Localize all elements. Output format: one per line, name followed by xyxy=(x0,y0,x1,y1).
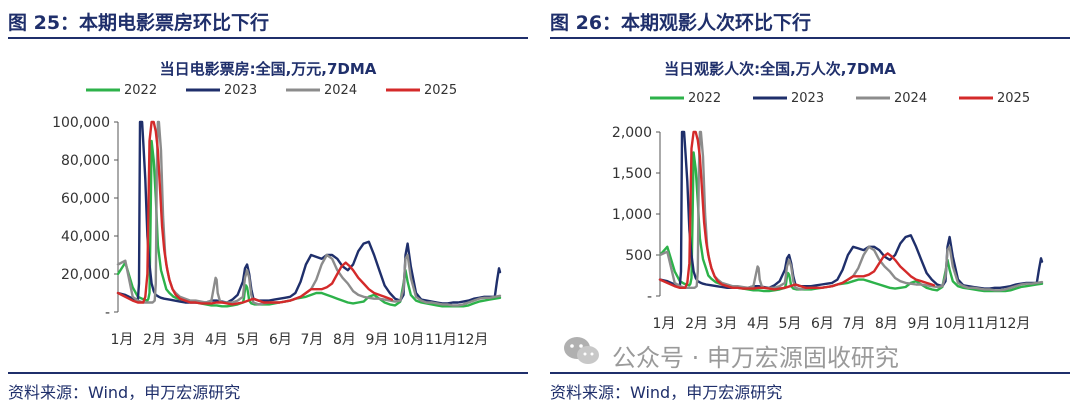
chart-title: 当日电影票房:全国,万元,7DMA xyxy=(160,60,377,78)
x-tick-label: 11月 xyxy=(425,332,457,348)
y-tick-label: 2,000 xyxy=(612,125,652,141)
source-rule xyxy=(8,372,528,374)
x-tick-label: 1月 xyxy=(653,316,676,332)
y-tick-label: 20,000 xyxy=(61,267,110,283)
source-note: 资料来源：Wind，申万宏源研究 xyxy=(550,383,783,402)
x-tick-label: 3月 xyxy=(714,316,737,332)
figure-panel-admissions: 图 26：本期观影人次环比下行 当日观影人次:全国,万人次,7DMA 2022 20… xyxy=(550,0,1070,405)
y-tick-label: 1,000 xyxy=(612,207,652,223)
x-tick-label: 12月 xyxy=(999,316,1031,332)
series-line-2022 xyxy=(116,139,502,308)
x-tick-label: 3月 xyxy=(172,332,195,348)
y-tick-label: - xyxy=(647,289,652,305)
legend-label-2023: 2023 xyxy=(791,91,824,106)
x-tick-label: 9月 xyxy=(908,316,931,332)
x-tick-label: 8月 xyxy=(875,316,898,332)
source-note: 资料来源：Wind，申万宏源研究 xyxy=(8,383,241,402)
y-tick-label: 80,000 xyxy=(61,153,110,169)
x-tick-label: 6月 xyxy=(811,316,834,332)
x-tick-label: 11月 xyxy=(967,316,999,332)
legend-label-2023: 2023 xyxy=(224,83,257,98)
x-tick-label: 5月 xyxy=(778,316,801,332)
legend-label-2022: 2022 xyxy=(688,91,721,106)
x-tick-label: 4月 xyxy=(747,316,770,332)
legend-label-2024: 2024 xyxy=(324,83,357,98)
x-tick-label: 7月 xyxy=(300,332,323,348)
x-tick-label: 1月 xyxy=(111,332,134,348)
figure-title: 图 25：本期电影票房环比下行 xyxy=(8,12,270,34)
x-tick-label: 4月 xyxy=(205,332,228,348)
legend-label-2025: 2025 xyxy=(424,83,457,98)
legend-label-2025: 2025 xyxy=(997,91,1030,106)
y-tick-label: 40,000 xyxy=(61,229,110,245)
series-line-2024 xyxy=(658,130,1044,292)
y-tick-label: 100,000 xyxy=(52,115,110,131)
x-tick-label: 5月 xyxy=(236,332,259,348)
source-rule xyxy=(550,372,1070,374)
series-line-2024 xyxy=(116,120,502,307)
watermark-text: 公众号 · 申万宏源固收研究 xyxy=(612,344,899,372)
y-tick-label: 1,500 xyxy=(612,166,652,182)
figure-panel-box-office: 图 25：本期电影票房环比下行 当日电影票房:全国,万元,7DMA 2022 202… xyxy=(8,0,528,405)
title-rule xyxy=(8,37,528,39)
series-line-2023 xyxy=(116,120,502,305)
x-tick-label: 2月 xyxy=(143,332,166,348)
admissions-line-chart: 当日观影人次:全国,万人次,7DMA 2022 2023 2024 2025 - 500 1,… xyxy=(612,60,1044,332)
legend-label-2022: 2022 xyxy=(124,83,157,98)
y-tick-label: 60,000 xyxy=(61,191,110,207)
x-tick-label: 8月 xyxy=(333,332,356,348)
x-tick-label: 10月 xyxy=(393,332,425,348)
series-line-2025 xyxy=(116,120,394,306)
title-rule xyxy=(550,37,1070,39)
x-tick-label: 12月 xyxy=(457,332,489,348)
wechat-icon xyxy=(564,337,599,364)
x-tick-label: 9月 xyxy=(366,332,389,348)
series-line-2025 xyxy=(658,130,936,291)
x-tick-label: 2月 xyxy=(685,316,708,332)
figure-title: 图 26：本期观影人次环比下行 xyxy=(550,12,812,34)
x-tick-label: 10月 xyxy=(935,316,967,332)
series-line-2023 xyxy=(658,130,1044,290)
y-tick-label: 500 xyxy=(625,248,652,264)
legend-label-2024: 2024 xyxy=(894,91,927,106)
x-tick-label: 6月 xyxy=(269,332,292,348)
series-line-2022 xyxy=(658,151,1044,293)
y-tick-label: - xyxy=(105,305,110,321)
x-tick-label: 7月 xyxy=(842,316,865,332)
watermark: 公众号 · 申万宏源固收研究 xyxy=(564,337,899,373)
chart-title: 当日观影人次:全国,万人次,7DMA xyxy=(664,60,896,78)
